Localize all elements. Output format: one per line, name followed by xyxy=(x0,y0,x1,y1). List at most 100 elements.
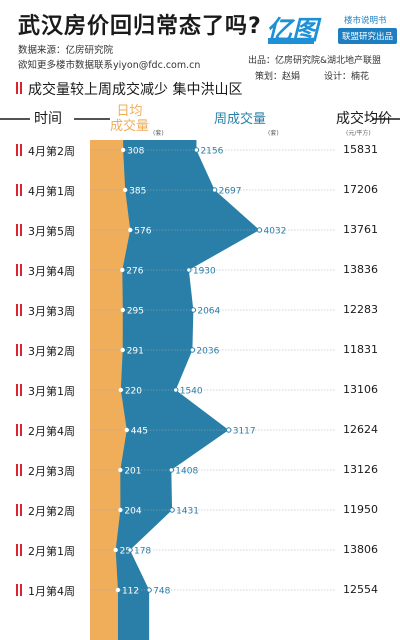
daily-point xyxy=(124,427,129,433)
row-mark xyxy=(16,224,18,236)
daily-value-label: 308 xyxy=(127,147,144,157)
daily-value-label: 291 xyxy=(127,347,144,357)
col-weekly-unit: (套) xyxy=(268,130,279,137)
daily-point xyxy=(120,347,125,353)
page-title: 武汉房价回归常态了吗? xyxy=(18,14,262,39)
daily-value-label: 112 xyxy=(122,587,139,597)
weekly-value-label: 3117 xyxy=(233,427,256,437)
row-price-value: 13126 xyxy=(343,463,378,476)
row-price-value: 13806 xyxy=(343,543,378,556)
weekly-value-label: 1930 xyxy=(193,267,216,277)
row-mark xyxy=(16,384,18,396)
contact-text: 欲知更多楼市数据联系yiyon@fdc.com.cn xyxy=(18,60,201,71)
row-price-value: 13836 xyxy=(343,263,378,276)
daily-point xyxy=(118,467,123,473)
row-time-label: 2月第4周 xyxy=(28,425,75,438)
row-mark xyxy=(16,504,18,516)
daily-value-label: 220 xyxy=(125,387,142,397)
col-weekly-header: 周成交量 xyxy=(214,112,267,127)
planner: 策划：赵娟 xyxy=(255,72,301,82)
col-time-header: 时间 xyxy=(34,111,62,127)
daily-value-label: 295 xyxy=(127,307,144,317)
row-time-label: 2月第3周 xyxy=(28,465,75,478)
daily-value-label: 385 xyxy=(129,187,146,197)
weekly-value-label: 1431 xyxy=(176,507,199,517)
row-mark xyxy=(20,424,22,436)
weekly-value-label: 748 xyxy=(153,587,170,597)
row-time-label: 3月第3周 xyxy=(28,305,75,318)
daily-point xyxy=(115,587,121,593)
daily-value-label: 25 xyxy=(120,547,131,557)
publisher: 出品：亿房研究院&湖北地产联盟 xyxy=(248,56,382,66)
col-price-header: 成交均价 xyxy=(336,111,392,127)
daily-point xyxy=(120,307,126,313)
row-price-value: 17206 xyxy=(343,183,378,196)
weekly-point xyxy=(190,307,197,313)
row-time-label: 4月第1周 xyxy=(28,185,75,198)
row-price-value: 11831 xyxy=(343,343,378,356)
weekly-point xyxy=(189,347,196,353)
weekly-value-label: 2064 xyxy=(197,307,220,317)
row-mark xyxy=(20,504,22,516)
logo-underline xyxy=(268,38,314,44)
weekly-point xyxy=(168,467,175,473)
row-mark xyxy=(16,184,18,196)
daily-value-label: 201 xyxy=(124,467,141,477)
subtitle-mark-left xyxy=(16,82,18,94)
weekly-value-label: 4032 xyxy=(263,227,286,237)
weekly-point xyxy=(127,547,133,553)
designer: 设计：楠花 xyxy=(324,72,370,82)
row-time-label: 4月第2周 xyxy=(28,145,75,158)
col-daily-unit: (套) xyxy=(153,130,164,137)
series-tag: 楼市说明书 xyxy=(344,16,387,26)
row-mark xyxy=(20,264,22,276)
weekly-point xyxy=(146,587,152,593)
row-time-label: 3月第1周 xyxy=(28,385,75,398)
daily-point xyxy=(118,507,123,513)
weekly-point xyxy=(226,427,232,433)
row-price-value: 11950 xyxy=(343,503,378,516)
row-mark xyxy=(16,544,18,556)
weekly-point xyxy=(169,507,175,513)
row-time-label: 3月第4周 xyxy=(28,265,75,278)
daily-value-label: 576 xyxy=(134,227,151,237)
row-price-value: 12283 xyxy=(343,303,378,316)
daily-point xyxy=(128,227,133,233)
weekly-point xyxy=(186,267,192,273)
weekly-point xyxy=(211,187,218,193)
weekly-value-label: 1408 xyxy=(175,467,198,477)
row-mark xyxy=(20,224,22,236)
daily-value-label: 204 xyxy=(124,507,141,517)
daily-point xyxy=(118,387,124,393)
weekly-value-label: 2697 xyxy=(219,187,242,197)
weekly-point xyxy=(193,147,200,153)
daily-area xyxy=(90,140,131,640)
row-price-value: 15831 xyxy=(343,143,378,156)
col-price-unit: (元/平方) xyxy=(346,130,371,137)
row-price-value: 13761 xyxy=(343,223,378,236)
row-mark xyxy=(20,184,22,196)
row-price-value: 12624 xyxy=(343,423,378,436)
row-mark xyxy=(20,344,22,356)
weekly-point xyxy=(173,387,179,393)
row-mark xyxy=(16,584,18,596)
weekly-value-label: 1540 xyxy=(180,387,203,397)
row-mark xyxy=(20,384,22,396)
row-mark xyxy=(16,144,18,156)
row-mark xyxy=(16,424,18,436)
row-mark xyxy=(20,144,22,156)
weekly-value-label: 178 xyxy=(134,547,151,557)
org-badge: 联盟研究出品 xyxy=(338,28,398,44)
daily-point xyxy=(120,267,125,273)
chart-subtitle: 成交量较上周成交减少 集中洪山区 xyxy=(28,82,243,98)
daily-point xyxy=(113,547,118,553)
row-mark xyxy=(16,344,18,356)
row-time-label: 2月第2周 xyxy=(28,505,75,518)
row-time-label: 3月第5周 xyxy=(28,225,75,238)
row-mark xyxy=(20,584,22,596)
weekly-value-label: 2156 xyxy=(200,147,223,157)
row-mark xyxy=(16,464,18,476)
row-price-value: 12554 xyxy=(343,583,378,596)
header: 武汉房价回归常态了吗? 亿图 楼市说明书 联盟研究出品 数据来源：亿房研究院 欲… xyxy=(0,0,400,110)
